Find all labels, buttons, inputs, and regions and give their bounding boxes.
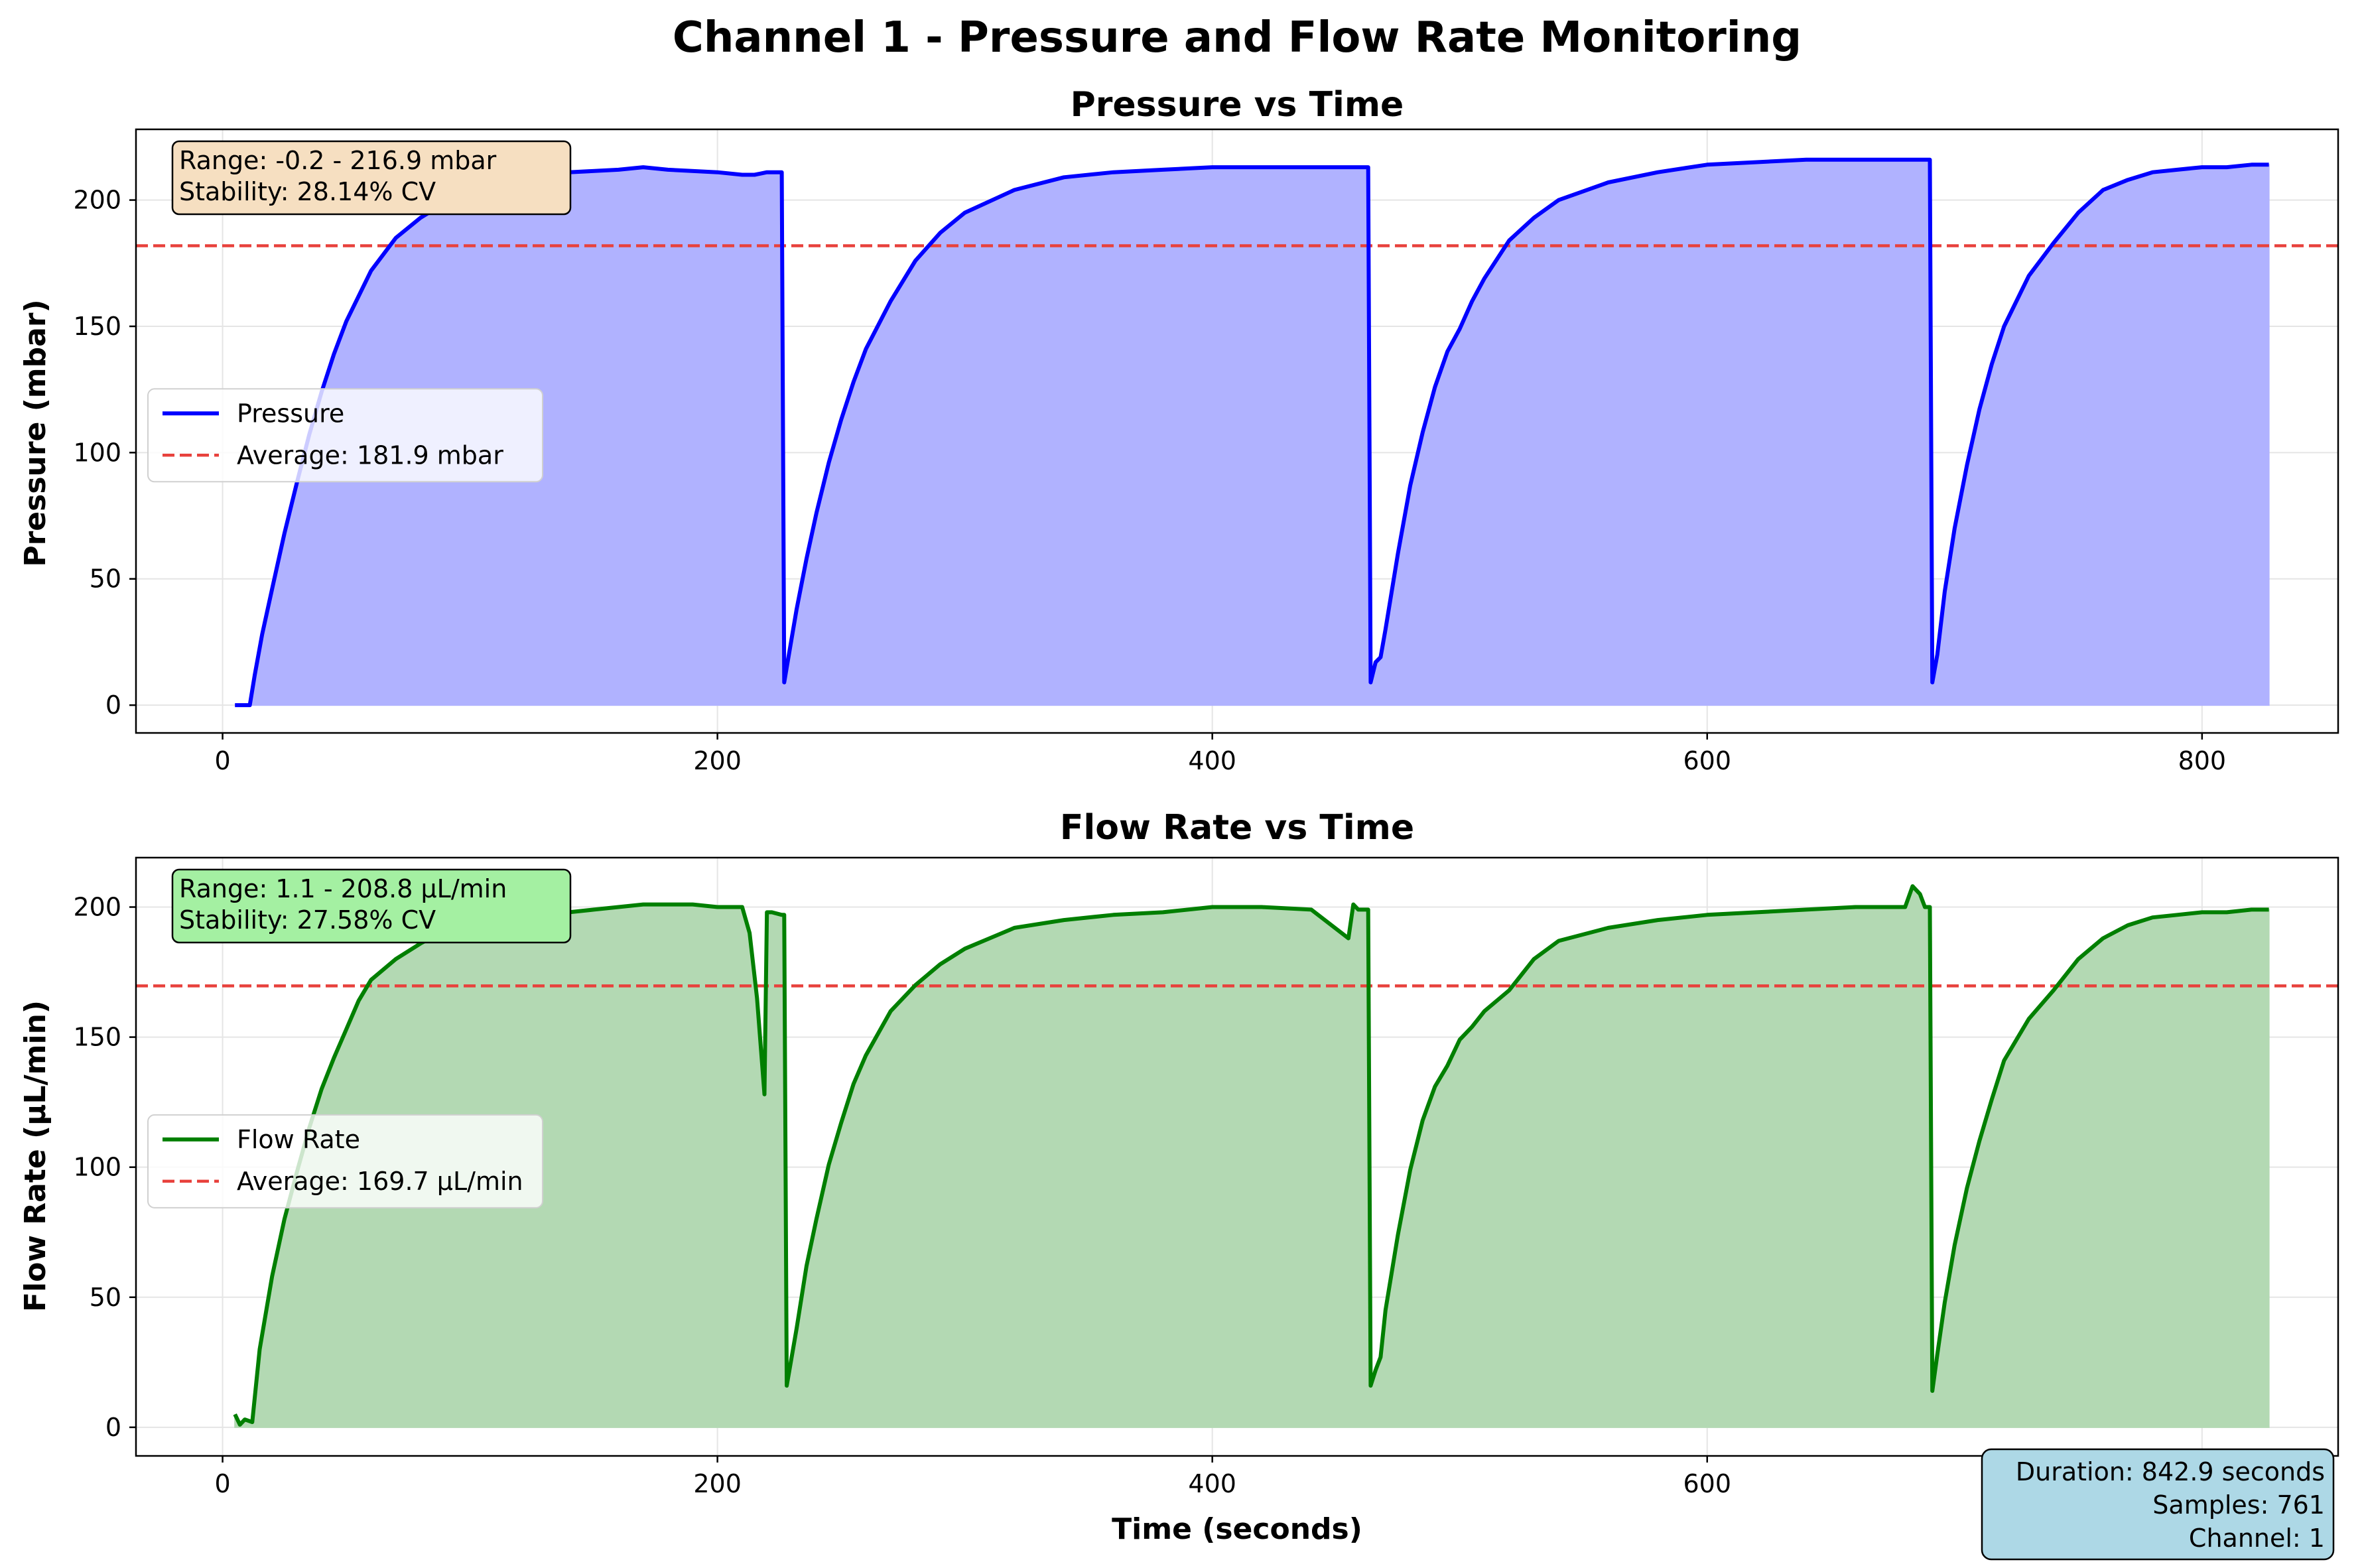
flow-ytick-label: 100 [73, 1153, 121, 1182]
flow-xtick-label: 0 [214, 1469, 230, 1498]
flow-stats-background [171, 868, 572, 944]
pressure-ytick-label: 0 [105, 690, 121, 720]
pressure-xtick-label: 800 [2178, 746, 2227, 775]
pressure-ytick-label: 150 [73, 312, 121, 341]
pressure-chart-title: Pressure vs Time [1071, 85, 1404, 125]
flow-ytick-label: 0 [105, 1413, 121, 1442]
flow-xtick-label: 400 [1188, 1469, 1236, 1498]
flow-stats-line: Range: 1.1 - 208.8 µL/min [179, 874, 507, 903]
flow-ytick-label: 50 [90, 1283, 121, 1312]
info-duration: Duration: 842.9 seconds [2016, 1457, 2325, 1486]
flow-y-axis-label: Flow Rate (µL/min) [19, 1000, 52, 1312]
flow-stats-line: Stability: 27.58% CV [179, 905, 436, 935]
pressure-axes-frame [135, 128, 2339, 734]
info-channel: Channel: 1 [2189, 1524, 2325, 1553]
flow-legend-series-label: Flow Rate [237, 1125, 360, 1154]
flow-chart-title: Flow Rate vs Time [1060, 808, 1414, 848]
pressure-legend: Pressure Average: 181.9 mbar [147, 388, 543, 483]
pressure-legend-frame [147, 388, 543, 483]
pressure-xtick-label: 200 [693, 746, 742, 775]
pressure-stats-line: Range: -0.2 - 216.9 mbar [179, 146, 497, 175]
flow-ytick-label: 200 [73, 893, 121, 922]
pressure-ytick-label: 100 [73, 438, 121, 467]
pressure-xtick-label: 400 [1188, 746, 1236, 775]
pressure-ticks: 0 200 400 600 800 0 50 100 150 200 [73, 186, 2226, 775]
pressure-xtick-label: 600 [1683, 746, 1731, 775]
flow-legend-frame [147, 1114, 543, 1209]
info-box: Duration: 842.9 seconds Samples: 761 Cha… [1981, 1448, 2335, 1561]
flow-ytick-label: 150 [73, 1023, 121, 1052]
flow-axes-frame [135, 856, 2339, 1457]
pressure-legend-average-label: Average: 181.9 mbar [237, 440, 503, 470]
pressure-stats-background [171, 140, 572, 216]
flow-xtick-label: 200 [693, 1469, 742, 1498]
info-samples: Samples: 761 [2152, 1490, 2325, 1520]
pressure-ytick-label: 200 [73, 186, 121, 215]
flow-xtick-label: 600 [1683, 1469, 1731, 1498]
figure-title: Channel 1 - Pressure and Flow Rate Monit… [673, 13, 1802, 62]
flow-legend: Flow Rate Average: 169.7 µL/min [147, 1114, 543, 1209]
pressure-y-axis-label: Pressure (mbar) [19, 299, 52, 566]
flow-chart: Flow Rate vs Time Flow Rate (µL/min) Tim… [19, 808, 2339, 1546]
pressure-legend-series-label: Pressure [237, 399, 344, 428]
pressure-chart: Pressure vs Time Pressure (mbar) 0 200 400… [19, 85, 2339, 775]
pressure-xtick-label: 0 [214, 746, 230, 775]
pressure-stats-line: Stability: 28.14% CV [179, 177, 436, 206]
info-box-background [1981, 1448, 2335, 1561]
pressure-ytick-label: 50 [90, 564, 121, 594]
flow-x-axis-label: Time (seconds) [1112, 1512, 1362, 1546]
flow-legend-average-label: Average: 169.7 µL/min [237, 1167, 523, 1196]
